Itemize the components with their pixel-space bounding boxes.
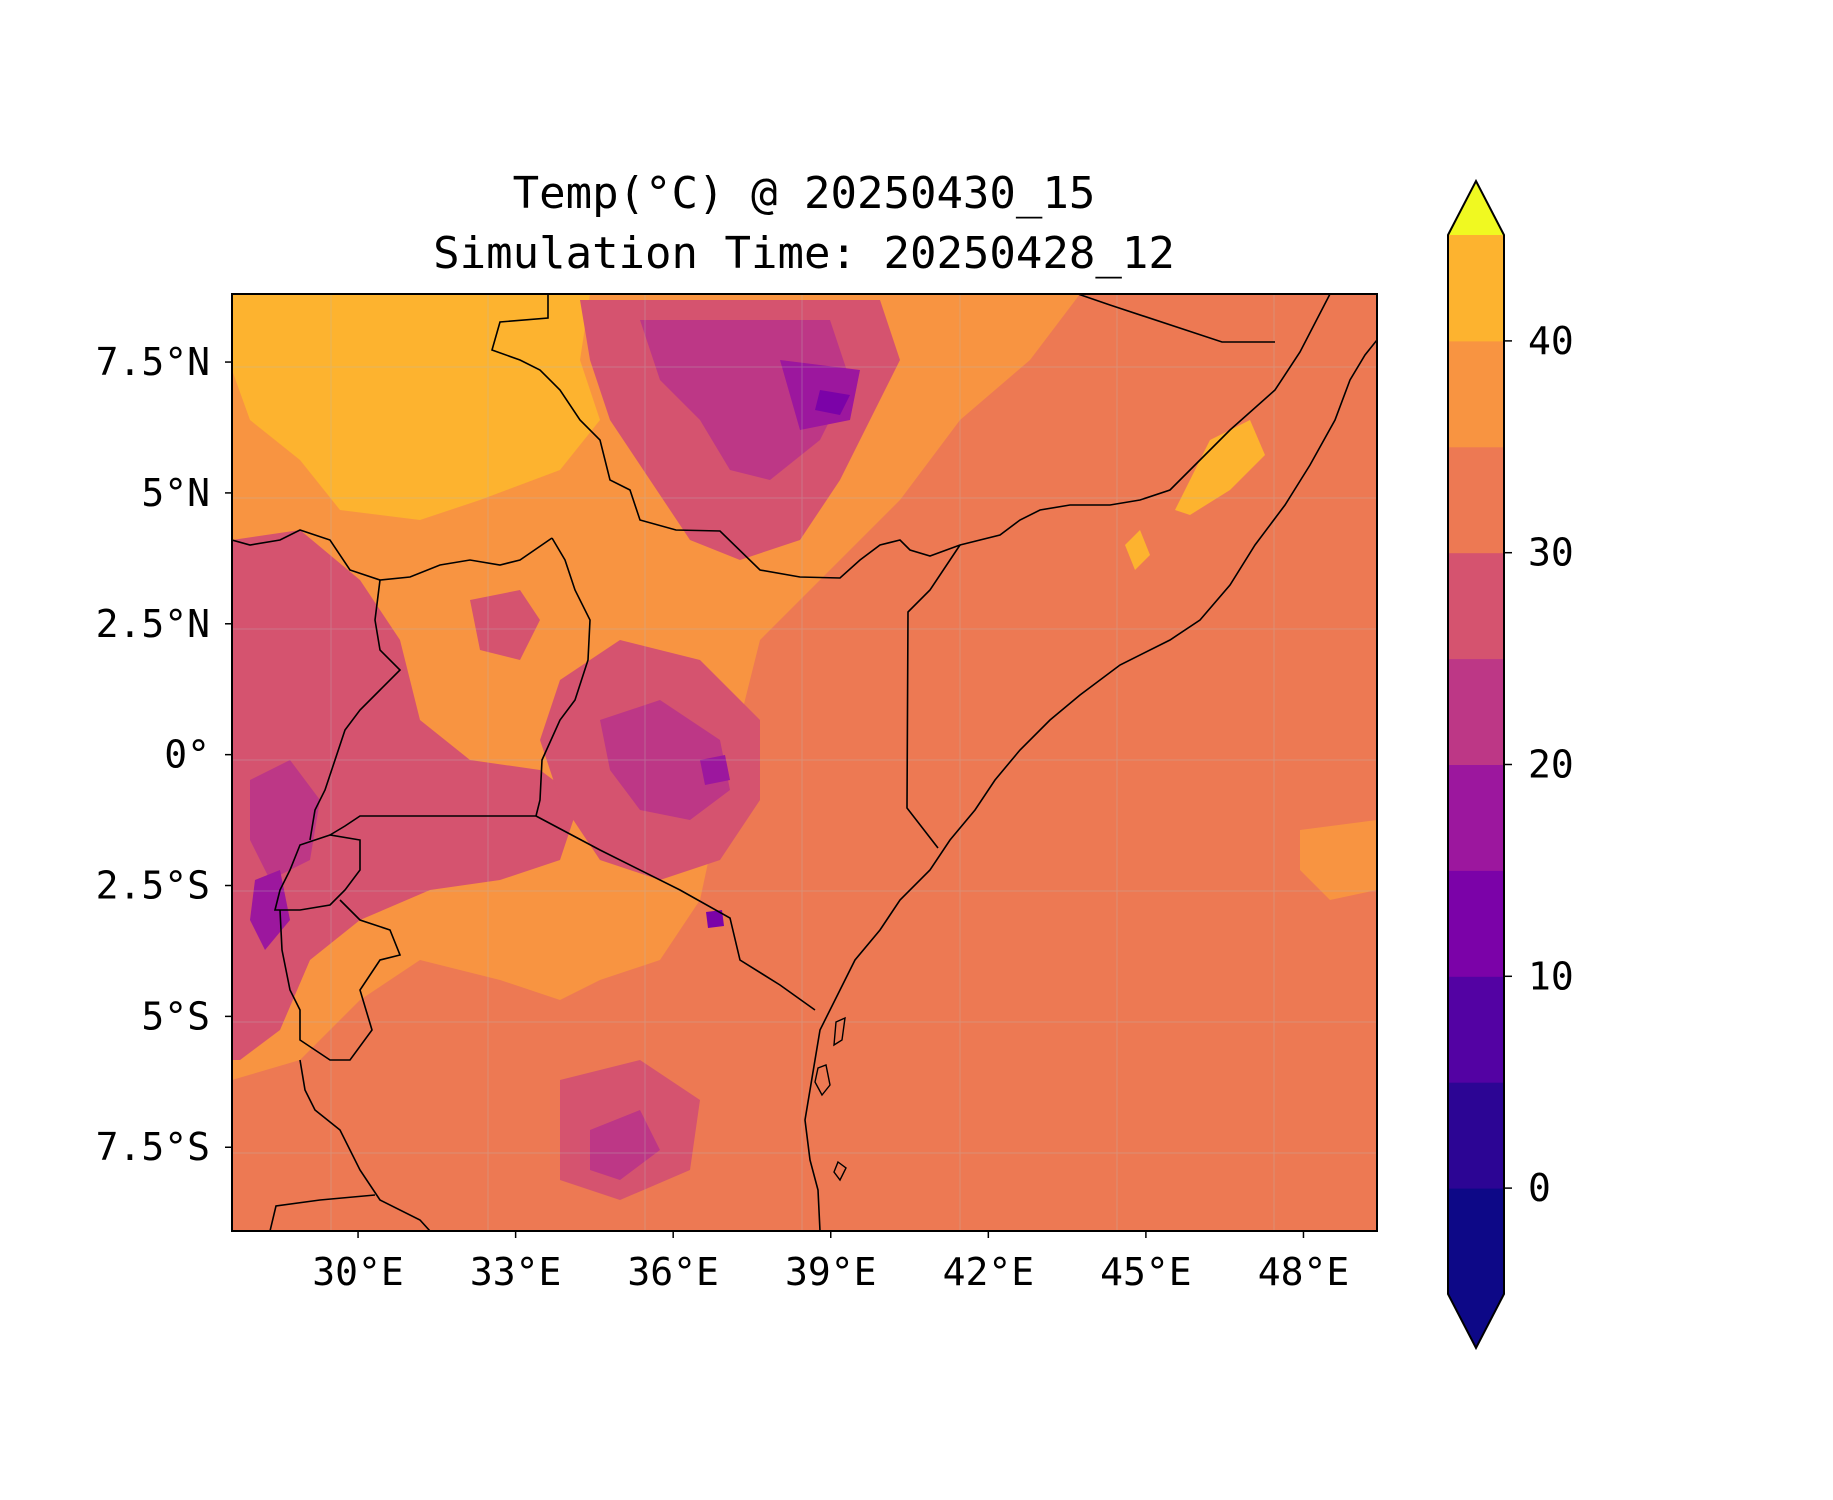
- colorbar-tick-label: 10: [1528, 954, 1574, 998]
- country-borders: [232, 294, 1377, 1231]
- map-gridlines: [232, 294, 1377, 1231]
- y-tick-label: 5°N: [141, 471, 210, 515]
- border-uganda-tanzania: [329, 815, 536, 836]
- cool-band-west: [232, 530, 580, 1060]
- colorbar-tick-label: 30: [1528, 531, 1574, 575]
- colorbar-extend-min: [1448, 1294, 1504, 1348]
- colder-spot-kenya: [700, 755, 730, 785]
- x-tick-label: 39°E: [785, 1250, 877, 1294]
- border-uganda-drc: [309, 579, 402, 841]
- border-tanzania-southwest: [299, 1059, 431, 1231]
- ocean-warm-patch: [1300, 820, 1377, 900]
- colorbar-segment: [1448, 1188, 1504, 1295]
- colorbar-segment: [1448, 658, 1504, 765]
- colorbar: 0 10 20 30 40: [1447, 178, 1574, 1351]
- x-tick-label: 48°E: [1258, 1250, 1350, 1294]
- border-ethiopia-somalia: [1077, 294, 1275, 343]
- colorbar-segment: [1448, 976, 1504, 1083]
- hot-region-ogaden: [1175, 420, 1265, 515]
- map-panel: [232, 294, 1377, 1231]
- island-mafia: [833, 1160, 847, 1182]
- coldest-spot-ethiopia: [815, 390, 850, 415]
- y-tick-label: 7.5°N: [96, 340, 210, 384]
- border-kenya-somalia: [906, 544, 961, 849]
- island-pemba: [833, 1016, 846, 1047]
- x-tick-label: 45°E: [1100, 1250, 1192, 1294]
- colorbar-segment: [1448, 235, 1504, 342]
- border-zambia-malawi: [269, 1194, 376, 1231]
- cold-region-kenya-highlands: [600, 700, 730, 820]
- border-uganda-kenya: [535, 537, 591, 817]
- y-tick-label: 7.5°S: [96, 1125, 210, 1169]
- colorbar-segment: [1448, 1082, 1504, 1189]
- cold-region-ethiopia: [640, 320, 850, 480]
- chart-title-line2: Simulation Time: 20250428_12: [433, 228, 1175, 279]
- y-tick-label: 2.5°S: [96, 864, 210, 908]
- map-frame: [231, 293, 1378, 1232]
- colorbar-outline: [1447, 178, 1505, 1351]
- x-tick-label: 30°E: [312, 1250, 404, 1294]
- colorbar-segment: [1448, 446, 1504, 554]
- islands: [814, 1016, 847, 1182]
- border-south-sudan-ethiopia: [491, 294, 1331, 579]
- y-tick-label: 2.5°N: [96, 602, 210, 646]
- x-tick-label: 33°E: [470, 1250, 562, 1294]
- border-tanzania-west: [279, 899, 402, 1061]
- y-tick-label: 5°S: [141, 994, 210, 1038]
- colder-spot-kilimanjaro: [706, 910, 724, 928]
- hot-spot-somalia: [1125, 530, 1150, 570]
- island-zanzibar: [814, 1064, 831, 1097]
- x-tick-label: 42°E: [943, 1250, 1035, 1294]
- chart-title-line1: Temp(°C) @ 20250430_15: [513, 168, 1096, 219]
- cold-region-south: [590, 1110, 660, 1180]
- colorbar-segment: [1448, 764, 1504, 871]
- x-axis: 30°E 33°E 36°E 39°E 42°E 45°E 48°E: [312, 1231, 1349, 1294]
- x-tick-label: 36°E: [627, 1250, 719, 1294]
- border-rwanda-burundi: [273, 834, 361, 911]
- border-somalia-coast: [804, 339, 1377, 1231]
- cool-region-uganda: [470, 590, 540, 660]
- colorbar-tick-label: 20: [1528, 743, 1574, 787]
- colorbar-tick-label: 0: [1528, 1166, 1551, 1210]
- colorbar-segment: [1448, 552, 1504, 660]
- colorbar-segment: [1448, 870, 1504, 977]
- colorbar-tick-label: 40: [1528, 319, 1574, 363]
- cold-region-rwanda: [250, 760, 320, 880]
- border-kenya-tanzania: [535, 815, 816, 1011]
- colorbar-segment: [1448, 340, 1504, 448]
- y-tick-label: 0°: [164, 733, 210, 777]
- hot-region-northwest: [232, 294, 600, 520]
- y-axis: 7.5°N 5°N 2.5°N 0° 2.5°S 5°S 7.5°S: [96, 340, 232, 1169]
- colorbar-extend-max: [1448, 181, 1504, 235]
